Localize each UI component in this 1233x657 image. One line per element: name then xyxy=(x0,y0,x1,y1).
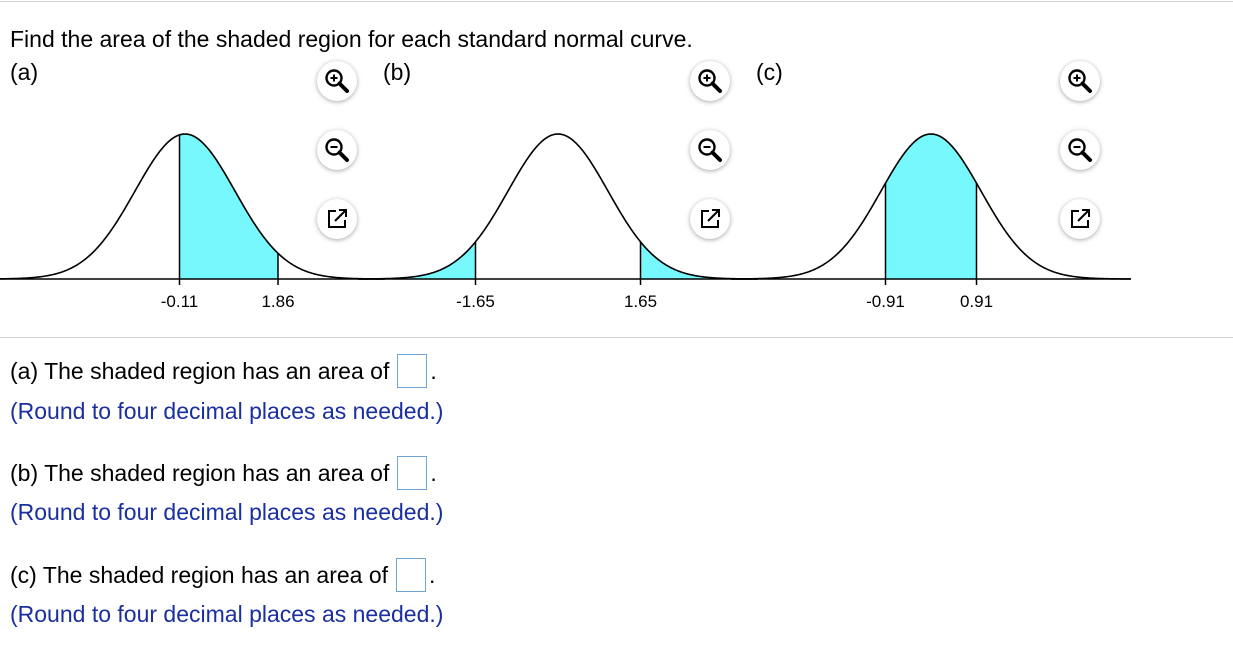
zoom-out-icon xyxy=(1068,138,1092,162)
question-b: (b) The shaded region has an area of. xyxy=(10,456,437,490)
zoom-out-icon xyxy=(325,138,349,162)
question-a-period: . xyxy=(430,358,437,384)
tick-label-b-left: -1.65 xyxy=(456,292,495,311)
part-label-b: (b) xyxy=(383,59,412,85)
rounding-hint-c: (Round to four decimal places as needed.… xyxy=(10,601,444,627)
question-b-period: . xyxy=(430,460,437,486)
tick-label-c-right: 0.91 xyxy=(960,292,993,311)
section-divider xyxy=(0,337,1233,338)
zoom-out-icon xyxy=(698,138,722,162)
rounding-hint-a: (Round to four decimal places as needed.… xyxy=(10,398,444,424)
bell-curve-c xyxy=(730,133,1132,280)
answer-input-c[interactable] xyxy=(396,558,427,592)
bell-curve-b xyxy=(357,133,759,280)
top-divider xyxy=(0,1,1233,2)
tick-label-a-right: 1.86 xyxy=(261,292,294,311)
question-b-text: (b) The shaded region has an area of xyxy=(10,460,390,486)
zoom-out-button-b[interactable] xyxy=(690,130,730,170)
instruction-text: Find the area of the shaded region for e… xyxy=(10,26,693,52)
zoom-out-button-a[interactable] xyxy=(317,130,357,170)
shaded-region-a xyxy=(179,134,278,279)
question-c-period: . xyxy=(429,562,436,588)
normal-curve-c: -0.91 0.91 xyxy=(730,133,1132,311)
pop-out-icon xyxy=(1071,209,1090,228)
question-a: (a) The shaded region has an area of. xyxy=(10,354,437,388)
zoom-in-icon xyxy=(698,69,722,93)
part-label-a: (a) xyxy=(10,59,39,85)
zoom-in-icon xyxy=(325,69,349,93)
shaded-region-b xyxy=(358,241,758,279)
answer-input-a[interactable] xyxy=(397,354,428,388)
part-label-c: (c) xyxy=(756,59,783,85)
tick-label-a-left: -0.11 xyxy=(161,292,199,311)
shaded-region-c xyxy=(885,134,977,279)
pop-out-button-a[interactable] xyxy=(317,199,357,239)
pop-out-button-b[interactable] xyxy=(690,199,730,239)
bell-curve-a xyxy=(0,133,386,280)
zoom-in-button-b[interactable] xyxy=(690,61,730,101)
zoom-in-icon xyxy=(1068,69,1092,93)
normal-curve-a: -0.11 1.86 xyxy=(0,133,386,311)
rounding-hint-b: (Round to four decimal places as needed.… xyxy=(10,499,444,525)
answer-input-b[interactable] xyxy=(397,456,428,490)
tick-label-c-left: -0.91 xyxy=(866,292,905,311)
zoom-in-button-c[interactable] xyxy=(1060,61,1100,101)
pop-out-icon xyxy=(701,209,720,228)
zoom-out-button-c[interactable] xyxy=(1060,130,1100,170)
question-c: (c) The shaded region has an area of. xyxy=(10,558,435,592)
zoom-in-button-a[interactable] xyxy=(317,61,357,101)
question-a-text: (a) The shaded region has an area of xyxy=(10,358,390,384)
pop-out-button-c[interactable] xyxy=(1060,199,1100,239)
normal-curve-b: -1.65 1.65 xyxy=(357,133,759,311)
tick-label-b-right: 1.65 xyxy=(624,292,657,311)
pop-out-icon xyxy=(328,209,347,228)
question-c-text: (c) The shaded region has an area of xyxy=(10,562,389,588)
